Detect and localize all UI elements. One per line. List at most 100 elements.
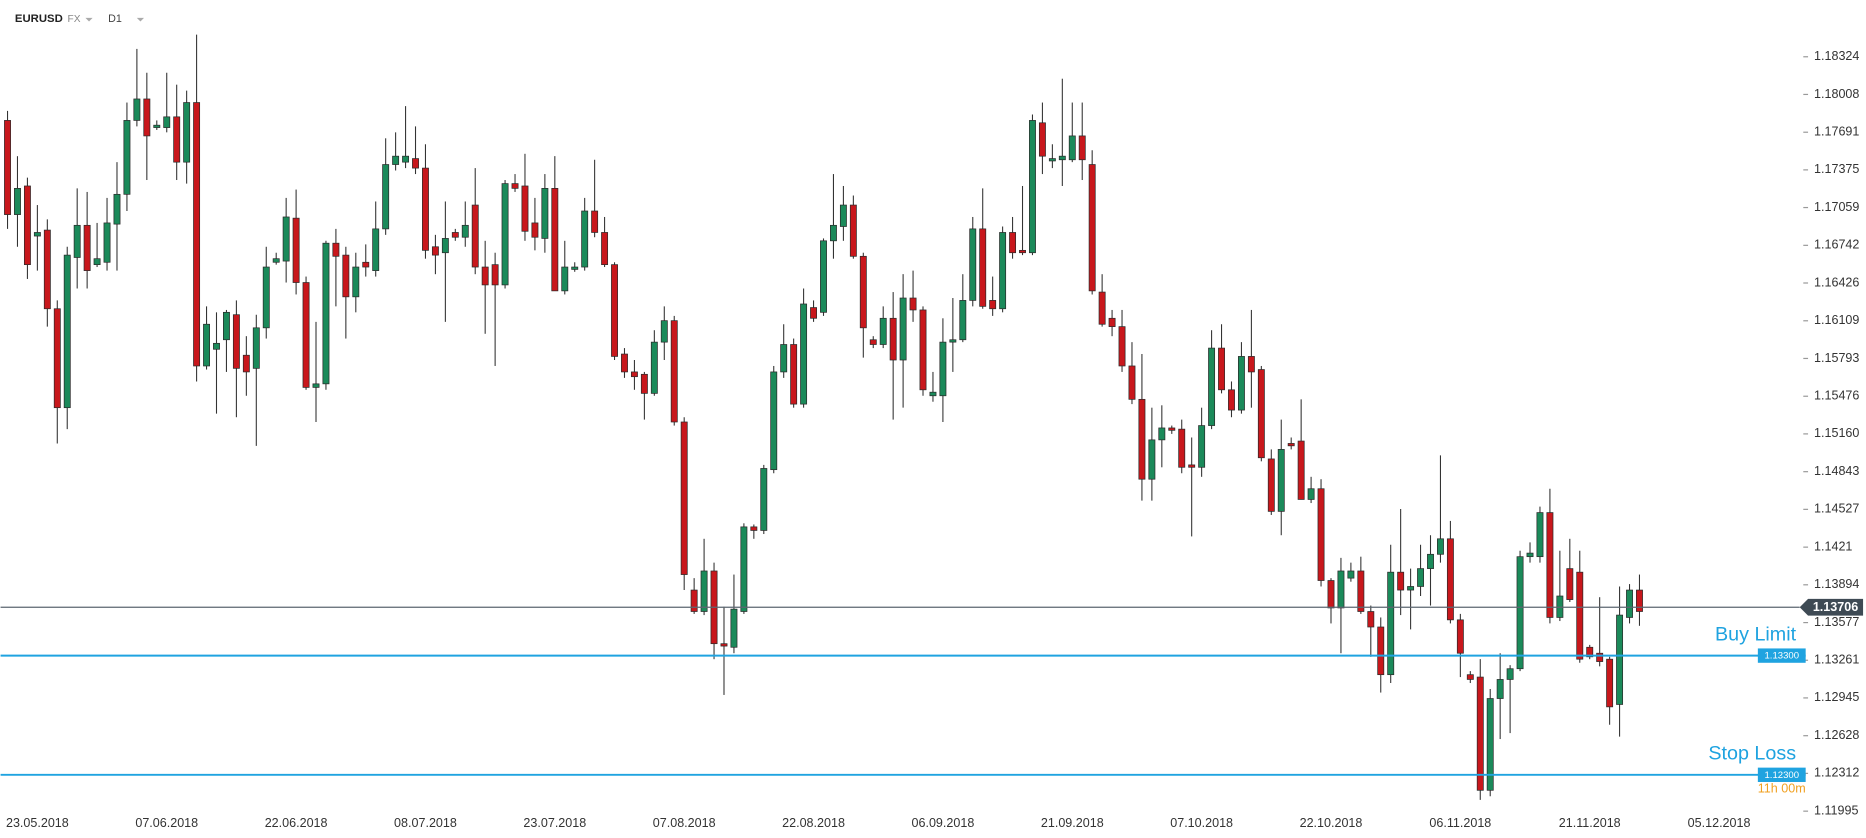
candle-body	[451, 232, 459, 238]
candle-body	[1058, 155, 1066, 161]
y-tick-label: 1.13577	[1814, 615, 1859, 629]
market[interactable]: FX	[68, 14, 81, 25]
candle-body	[491, 264, 499, 286]
candle-body	[869, 339, 877, 345]
candle-body	[1417, 568, 1424, 587]
candle-body	[601, 232, 609, 266]
x-tick-label: 08.07.2018	[394, 816, 457, 830]
candle-body	[1138, 398, 1146, 480]
candle-body	[621, 353, 628, 373]
candle-body	[551, 188, 559, 292]
candle-body	[282, 216, 290, 262]
market-caret[interactable]	[85, 17, 93, 22]
candle-body	[312, 383, 320, 388]
candle-body	[1317, 488, 1325, 581]
order-price-label: 1.13300	[1765, 651, 1800, 662]
candle-body	[223, 311, 230, 341]
x-tick-label: 23.07.2018	[523, 816, 586, 830]
y-tick-label: 1.15160	[1814, 426, 1859, 440]
candle-body	[1297, 440, 1305, 500]
candle-body	[879, 317, 887, 345]
x-tick-label: 22.08.2018	[782, 816, 845, 830]
y-tick-label: 1.16426	[1814, 275, 1859, 289]
candle-body	[690, 589, 698, 612]
candle-body	[93, 258, 101, 266]
candle-body	[929, 391, 937, 397]
x-tick-label: 05.12.2018	[1688, 816, 1751, 830]
candle-body	[830, 224, 837, 242]
candle-body	[1476, 676, 1484, 791]
y-tick-label: 1.15476	[1814, 389, 1859, 403]
y-tick-label: 1.13261	[1814, 653, 1859, 667]
candle-body	[332, 242, 340, 257]
x-tick-label: 06.09.2018	[912, 816, 975, 830]
candle-body	[422, 167, 429, 251]
candle-body	[1496, 679, 1504, 699]
candle-body	[33, 232, 41, 237]
candle-body	[561, 266, 569, 292]
candle-body	[1596, 652, 1604, 662]
candle-body	[43, 229, 51, 310]
order-price-box	[1757, 648, 1806, 663]
x-tick-label: 22.10.2018	[1300, 816, 1363, 830]
candle-body	[770, 371, 778, 471]
y-tick-label: 1.17375	[1814, 162, 1859, 176]
candle-body	[1437, 538, 1444, 555]
candle-body	[1307, 488, 1315, 500]
candle-body	[1128, 365, 1136, 400]
x-tick-label: 23.05.2018	[6, 816, 69, 830]
candle-body	[969, 228, 977, 301]
x-tick-label: 07.10.2018	[1170, 816, 1233, 830]
candle-body	[412, 158, 419, 169]
y-tick-label: 1.14843	[1814, 464, 1859, 478]
y-tick-label: 1.12628	[1814, 728, 1859, 742]
candle-body	[730, 608, 738, 648]
candle-body	[1526, 552, 1534, 558]
timeframe-caret[interactable]	[136, 17, 145, 22]
candle-body	[1427, 553, 1434, 569]
candle-body	[1446, 538, 1454, 621]
candle-body	[1108, 317, 1116, 327]
candle-body	[1198, 425, 1206, 468]
candle-body	[531, 222, 539, 238]
candle-body	[431, 246, 439, 256]
current-price-label: 1.13706	[1813, 600, 1858, 614]
candle-body	[232, 314, 240, 369]
y-tick-label: 1.17691	[1814, 125, 1859, 139]
candle-body	[1536, 512, 1544, 558]
candle-body	[800, 303, 808, 405]
candle-body	[939, 341, 947, 397]
countdown: 11h 00m	[1758, 781, 1806, 795]
candle-body	[1048, 158, 1056, 162]
symbol[interactable]: EURUSD	[15, 13, 63, 25]
candle-body	[1228, 389, 1235, 411]
candle-body	[392, 155, 400, 165]
candle-body	[1327, 580, 1335, 609]
candle-body	[1098, 291, 1106, 325]
candle-body	[630, 371, 638, 378]
candle-body	[1168, 427, 1176, 431]
candle-body	[183, 102, 191, 163]
y-tick-label: 1.17059	[1814, 200, 1859, 214]
candle-body	[680, 421, 688, 575]
candle-body	[1347, 570, 1355, 579]
candle-body	[1068, 135, 1076, 161]
candle-body	[1407, 586, 1415, 591]
candle-body	[810, 307, 817, 319]
candle-body	[521, 185, 529, 232]
candle-body	[1029, 120, 1036, 254]
candle-body	[23, 185, 31, 266]
candle-body	[660, 320, 668, 343]
candle-body	[670, 320, 678, 423]
candle-body	[242, 354, 250, 373]
candle-body	[1287, 443, 1295, 447]
candle-body	[640, 373, 648, 394]
candle-body	[889, 317, 897, 361]
candle-body	[1566, 568, 1574, 600]
candle-body	[153, 124, 161, 128]
y-tick-label: 1.16742	[1814, 238, 1859, 252]
timeframe[interactable]: D1	[108, 13, 122, 25]
candle-body	[909, 297, 917, 311]
candle-body	[1626, 589, 1633, 618]
